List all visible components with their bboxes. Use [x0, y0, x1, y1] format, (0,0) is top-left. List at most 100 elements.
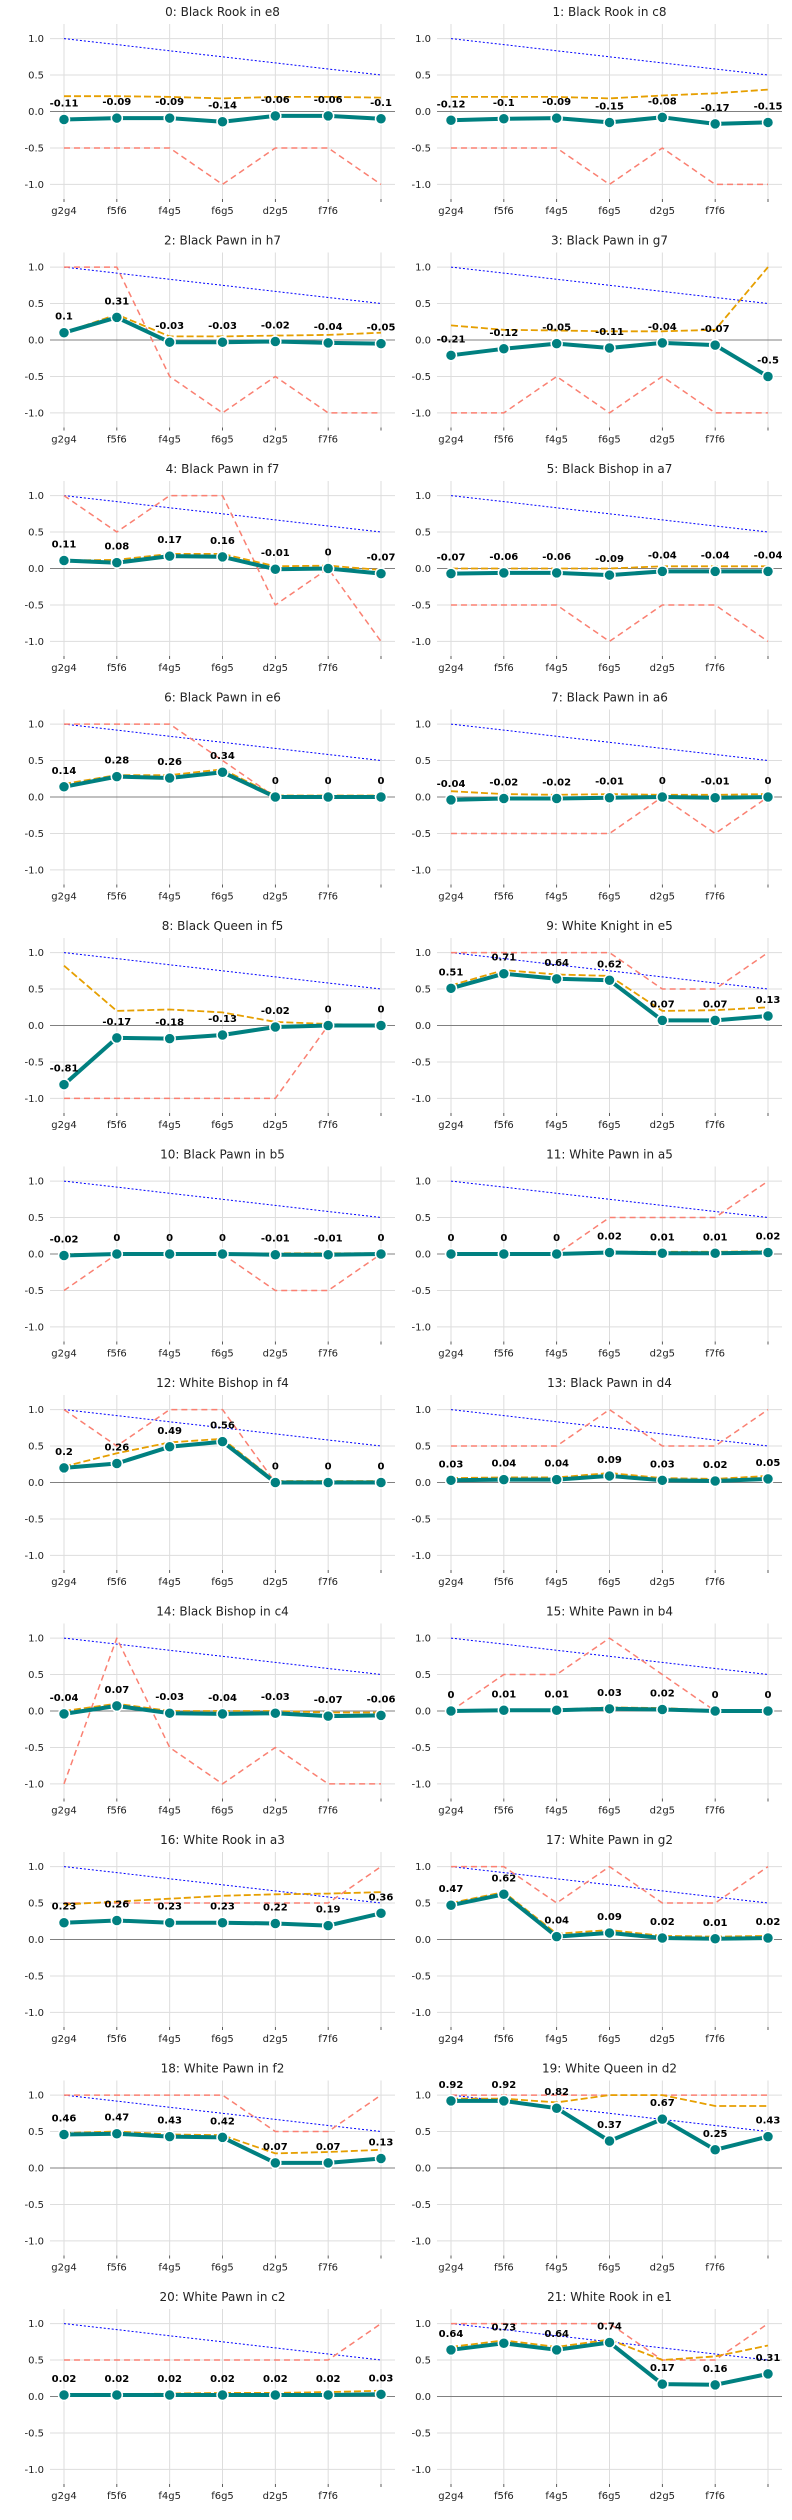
- series-line-blue: [450, 266, 769, 304]
- y-tick-label: -0.5: [24, 2428, 44, 2439]
- y-tick-label: -1.0: [411, 2465, 431, 2476]
- data-label: -0.02: [50, 1234, 79, 1245]
- y-tick-label: -1.0: [24, 1322, 44, 1333]
- y-tick-label: -0.5: [24, 143, 44, 154]
- y-tick-label: -1.0: [411, 2236, 431, 2247]
- data-point: [269, 1917, 282, 1930]
- y-tick-label: 1.0: [28, 1177, 44, 1188]
- data-point: [444, 567, 458, 580]
- x-tick-label: f6g5: [211, 1349, 234, 1360]
- x-tick-label: d2g5: [263, 892, 288, 903]
- data-label: -0.02: [261, 320, 290, 331]
- series-line-red: [64, 266, 381, 414]
- data-label: 0.02: [52, 2374, 77, 2385]
- data-label: -0.04: [648, 322, 677, 333]
- data-point: [656, 1474, 669, 1487]
- data-point: [321, 1709, 335, 1723]
- x-tick-label: f4g5: [545, 2034, 568, 2045]
- y-tick-label: -1.0: [411, 1779, 431, 1790]
- x-tick-label: f7f6: [318, 663, 338, 674]
- data-label: 0.01: [703, 1232, 728, 1243]
- series-line-orange: [451, 88, 769, 100]
- x-tick-label: f4g5: [158, 1577, 181, 1588]
- data-label: 0.43: [157, 2116, 182, 2127]
- data-label: -0.07: [437, 553, 466, 564]
- y-tick-label: 0.0: [28, 2392, 44, 2403]
- x-tick-label: f4g5: [158, 1120, 181, 1131]
- x-tick-label: f7f6: [318, 2263, 338, 2274]
- y-tick-label: 0.5: [28, 1442, 44, 1453]
- data-point: [57, 326, 71, 339]
- data-point: [321, 1248, 335, 1261]
- x-tick-label: f6g5: [598, 2491, 621, 2502]
- data-point: [216, 2131, 229, 2144]
- data-label: 0: [325, 548, 332, 559]
- y-tick-label: -1.0: [24, 408, 44, 419]
- data-point: [216, 1435, 229, 1448]
- data-label: 0.02: [756, 1917, 781, 1928]
- x-tick-label: g2g4: [438, 1806, 463, 1817]
- data-point: [110, 111, 124, 125]
- data-label: 0.92: [439, 2080, 464, 2091]
- x-tick-label: f4g5: [545, 1806, 568, 1817]
- x-tick-label: d2g5: [650, 663, 675, 674]
- data-point: [216, 1028, 229, 1042]
- y-tick-label: -1.0: [411, 180, 431, 191]
- series-line-blue: [450, 723, 769, 761]
- y-tick-label: 0.5: [415, 985, 431, 996]
- chart-title: 17: White Pawn in g2: [546, 1833, 673, 1847]
- data-label: 0.51: [439, 967, 464, 978]
- x-tick-label: f5f6: [107, 435, 127, 446]
- y-tick-label: -0.5: [24, 1971, 44, 1982]
- data-point: [163, 2388, 176, 2402]
- data-label: -0.04: [314, 322, 343, 333]
- data-point: [444, 349, 458, 362]
- data-label: -0.01: [701, 777, 730, 788]
- series-line-orange: [450, 266, 769, 333]
- data-label: -0.04: [701, 550, 730, 561]
- chart-title: 9: White Knight in e5: [546, 919, 673, 933]
- series-line-blue: [450, 38, 769, 76]
- data-point: [321, 336, 335, 350]
- y-tick-label: -1.0: [411, 1322, 431, 1333]
- data-point: [374, 112, 388, 126]
- x-tick-label: f6g5: [211, 1806, 234, 1817]
- series-line-red: [451, 375, 768, 414]
- data-point: [163, 2130, 176, 2143]
- data-point: [497, 967, 511, 980]
- chart-panel-6: 1.0 0.5 0.0 -0.5 -1.0 g2g4 f5f6 f4g5 f6g5 d2g5 f7f…: [24, 691, 395, 903]
- x-tick-label: g2g4: [51, 2491, 76, 2502]
- data-point: [761, 116, 775, 129]
- data-point: [444, 2094, 458, 2108]
- data-point: [550, 111, 563, 125]
- x-tick-label: d2g5: [650, 2263, 675, 2274]
- data-label: 0.02: [316, 2374, 341, 2385]
- x-tick-label: f4g5: [158, 206, 181, 217]
- data-point: [321, 2388, 335, 2402]
- chart-title: 10: Black Pawn in b5: [160, 1148, 285, 1162]
- data-point: [444, 982, 458, 995]
- y-tick-label: 0.5: [28, 985, 44, 996]
- data-label: -0.03: [155, 1692, 184, 1703]
- data-point: [216, 1707, 229, 1721]
- data-point: [708, 1932, 722, 1946]
- chart-panel-12: 1.0 0.5 0.0 -0.5 -1.0 g2g4 f5f6 f4g5 f6g5 d2g5 f7f…: [24, 1376, 395, 1588]
- data-label: 0.08: [104, 542, 129, 553]
- data-label: -0.06: [542, 552, 571, 563]
- data-label: 0.2: [55, 1447, 73, 1458]
- data-label: -0.03: [155, 321, 184, 332]
- y-tick-label: 0.0: [415, 1478, 431, 1489]
- x-tick-label: f7f6: [705, 2034, 725, 2045]
- data-label: 0.42: [210, 2116, 235, 2127]
- data-point: [163, 1032, 176, 1045]
- data-label: 0.02: [157, 2374, 182, 2385]
- x-tick-label: d2g5: [263, 1349, 288, 1360]
- series-line-blue: [63, 1637, 382, 1675]
- data-label: 0.26: [104, 1900, 129, 1911]
- data-label: -0.13: [208, 1014, 237, 1025]
- data-point: [374, 1247, 388, 1261]
- y-tick-label: -1.0: [411, 865, 431, 876]
- y-tick-label: -0.5: [24, 2200, 44, 2211]
- chart-panel-21: 1.0 0.5 0.0 -0.5 -1.0 g2g4 f5f6 f4g5 f6g5 d2g5 f7f…: [411, 2290, 782, 2502]
- chart-panel-18: 1.0 0.5 0.0 -0.5 -1.0 g2g4 f5f6 f4g5 f6g5 d2g5 f7f…: [24, 2062, 395, 2274]
